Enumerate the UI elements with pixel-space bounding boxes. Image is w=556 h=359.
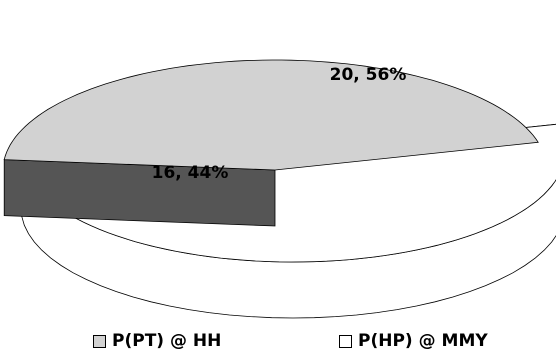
- slice-cut-1: [4, 160, 275, 226]
- data-label-slice-1: 16, 44%: [152, 163, 229, 183]
- legend-label-1: P(PT) @ HH: [112, 331, 221, 351]
- legend-item-1: P(PT) @ HH: [93, 326, 221, 356]
- legend-swatch-2: [339, 335, 352, 348]
- legend-label-2: P(HP) @ MMY: [358, 331, 488, 351]
- legend-swatch-1: [93, 335, 106, 348]
- legend-item-2: P(HP) @ MMY: [339, 326, 488, 356]
- legend: P(PT) @ HH P(HP) @ MMY: [0, 326, 556, 356]
- data-label-slice-2: 20, 56%: [330, 65, 407, 85]
